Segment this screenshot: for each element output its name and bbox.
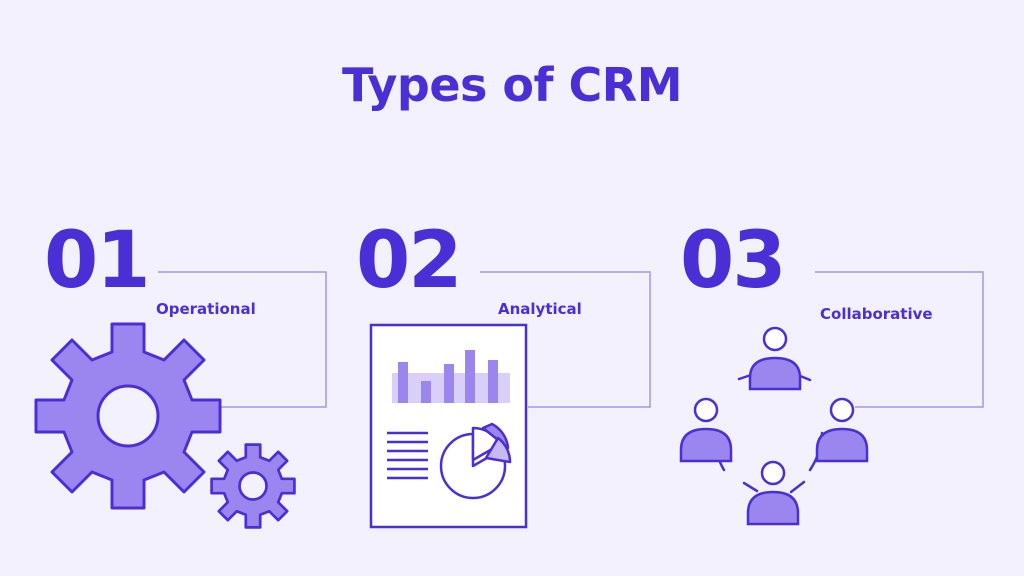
people-network-icon	[679, 326, 869, 526]
type-label-collaborative: Collaborative	[820, 305, 933, 323]
person-icon-left	[679, 397, 733, 463]
bar-chart-icon	[392, 350, 510, 403]
type-number-03: 03	[680, 216, 787, 306]
small-gear-icon	[210, 443, 296, 529]
text-lines-icon	[387, 431, 428, 480]
pie-chart-icon	[439, 422, 512, 500]
report-page	[369, 323, 528, 529]
connector-line-02	[480, 271, 651, 408]
person-icon-bottom	[746, 460, 800, 526]
connector-line-03	[815, 271, 984, 408]
type-number-01: 01	[44, 216, 151, 306]
report-chart-icon	[369, 323, 528, 529]
person-icon-top	[748, 326, 802, 391]
person-icon-right	[815, 397, 869, 463]
page-title: Types of CRM	[341, 58, 683, 112]
connector-line-01	[158, 271, 327, 408]
large-gear-icon	[34, 322, 222, 510]
type-label-operational: Operational	[156, 300, 256, 318]
gears-icon	[34, 322, 296, 529]
type-label-analytical: Analytical	[498, 300, 582, 318]
type-number-02: 02	[356, 216, 463, 306]
